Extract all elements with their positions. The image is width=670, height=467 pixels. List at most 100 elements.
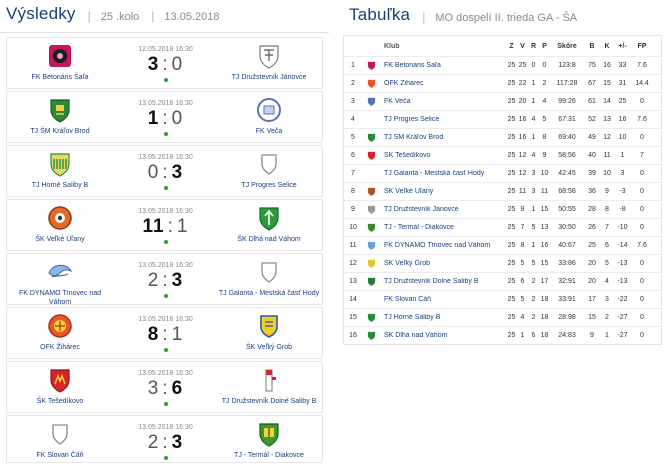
away-team[interactable]: FK Veča <box>216 94 322 136</box>
away-team-name[interactable]: ŠK Dlhá nad Váhom <box>237 236 301 243</box>
row-club[interactable]: TJ - Termál - Diakovce <box>384 224 454 231</box>
row-club[interactable]: TJ Progres Selice <box>384 116 440 123</box>
match-card[interactable]: ŠK Tešedíkovo 13.05.2018 16:30 3:6 TJ Dr… <box>6 361 323 413</box>
away-team[interactable]: ŠK Veľký Grob <box>216 310 322 352</box>
row-plusminus: -10 <box>617 224 628 231</box>
away-team[interactable]: TJ Družstevník Jánovce <box>216 40 322 82</box>
home-team[interactable]: FK DYNAMO Trnovec nad Váhom <box>7 256 113 307</box>
match-card[interactable]: FK Betonáris Šaľa 12.05.2018 16:30 3:0 T… <box>6 37 323 89</box>
row-club[interactable]: FK Veča <box>384 98 411 105</box>
home-team-name[interactable]: FK DYNAMO Trnovec nad Váhom <box>18 290 102 306</box>
match-card[interactable]: TJ Horné Saliby B 13.05.2018 16:30 0:3 T… <box>6 145 323 197</box>
row-club[interactable]: TJ Horné Saliby B <box>384 314 441 321</box>
match-score: 0:3 <box>113 162 218 184</box>
row-plusminus: -13 <box>617 260 628 267</box>
club-crest-icon <box>362 115 380 124</box>
match-card[interactable]: TJ ŠM Kráľov Brod 13.05.2018 16:30 1:0 F… <box>6 91 323 143</box>
table-header-row: Klub Z V R P Skóre B K +/- FP <box>344 36 661 56</box>
home-team[interactable]: FK Betonáris Šaľa <box>7 40 113 82</box>
row-club[interactable]: TJ Družstevník Jánovce <box>384 206 459 213</box>
row-club[interactable]: ŠK Dlhá nad Váhom <box>384 332 448 339</box>
velke-ulany-crest-icon <box>47 205 73 231</box>
home-team-name[interactable]: FK Betonáris Šaľa <box>31 74 89 81</box>
row-fp: 7.6 <box>637 62 647 69</box>
match-score: 11:1 <box>113 216 218 238</box>
home-team[interactable]: ŠK Tešedíkovo <box>7 364 113 406</box>
away-team[interactable]: TJ Družstevník Dolné Saliby B <box>216 364 322 406</box>
club-crest-icon <box>362 241 380 250</box>
row-draw: 1 <box>531 242 536 249</box>
home-team-name[interactable]: TJ Horné Saliby B <box>31 182 89 189</box>
away-team-name[interactable]: TJ Galanta - Mestská časť Hody <box>218 290 320 297</box>
row-club[interactable]: TJ Družstevník Dolné Saliby B <box>384 278 479 285</box>
table-row[interactable]: 13 TJ Družstevník Dolné Saliby B 25 6 2 … <box>344 272 661 290</box>
row-club[interactable]: TJ ŠM Kráľov Brod <box>384 134 444 141</box>
dynamo-crest-icon <box>47 259 73 285</box>
row-club[interactable]: FK Slovan Čáň <box>384 296 432 303</box>
away-team-name[interactable]: TJ - Termál - Diakovce <box>234 452 304 459</box>
table-row[interactable]: 14 FK Slovan Čáň 25 5 2 18 33:91 17 3 -2… <box>344 290 661 308</box>
away-team[interactable]: TJ - Termál - Diakovce <box>216 418 322 460</box>
match-score: 2:3 <box>113 432 218 454</box>
row-club[interactable]: ŠK Veľké Úľany <box>384 188 434 195</box>
row-club[interactable]: OFK Žihárec <box>384 80 424 87</box>
table-row[interactable]: 10 TJ - Termál - Diakovce 25 7 5 13 30:5… <box>344 218 661 236</box>
table-row[interactable]: 15 TJ Horné Saliby B 25 4 2 18 28:98 15 … <box>344 308 661 326</box>
home-team[interactable]: OFK Žihárec <box>7 310 113 352</box>
away-team[interactable]: TJ Galanta - Mestská časť Hody <box>216 256 322 298</box>
row-club[interactable]: ŠK Veľký Grob <box>384 260 431 267</box>
table-row[interactable]: 16 ŠK Dlhá nad Váhom 25 1 6 18 24:83 9 1… <box>344 326 661 344</box>
row-position: 16 <box>349 332 357 339</box>
away-team-name[interactable]: TJ Družstevník Dolné Saliby B <box>221 398 317 405</box>
row-draw: 2 <box>531 296 536 303</box>
table-row[interactable]: 9 TJ Družstevník Jánovce 25 9 1 15 50:55… <box>344 200 661 218</box>
row-lost: 8 <box>542 134 547 141</box>
home-team-name[interactable]: TJ ŠM Kráľov Brod <box>30 128 90 135</box>
table-row[interactable]: 12 ŠK Veľký Grob 25 5 5 15 33:86 20 5 -1… <box>344 254 661 272</box>
home-team-name[interactable]: ŠK Tešedíkovo <box>36 398 84 405</box>
club-crest-icon <box>362 151 380 160</box>
row-score: 33:86 <box>558 260 576 267</box>
home-team[interactable]: TJ Horné Saliby B <box>7 148 113 190</box>
table-row[interactable]: 2 OFK Žihárec 25 22 1 2 117:28 67 15 31 … <box>344 74 661 92</box>
row-club[interactable]: FK DYNAMO Trnovec nad Váhom <box>384 242 491 249</box>
away-goals: 0 <box>171 108 184 129</box>
home-team[interactable]: ŠK Veľké Úľany <box>7 202 113 244</box>
match-card[interactable]: FK Slovan Čáň 13.05.2018 16:30 2:3 TJ - … <box>6 415 323 463</box>
home-team[interactable]: TJ ŠM Kráľov Brod <box>7 94 113 136</box>
match-score: 2:3 <box>113 270 218 292</box>
row-position: 12 <box>349 260 357 267</box>
away-team[interactable]: ŠK Dlhá nad Váhom <box>216 202 322 244</box>
home-team-name[interactable]: ŠK Veľké Úľany <box>35 236 85 243</box>
home-team[interactable]: FK Slovan Čáň <box>7 418 113 460</box>
match-card[interactable]: OFK Žihárec 13.05.2018 16:30 8:1 ŠK Veľk… <box>6 307 323 359</box>
row-plusminus: 16 <box>618 116 627 123</box>
table-row[interactable]: 3 FK Veča 25 20 1 4 99:26 61 14 25 0 <box>344 92 661 110</box>
table-row[interactable]: 5 TJ ŠM Kráľov Brod 25 16 1 8 69:40 49 1… <box>344 128 661 146</box>
row-k: 8 <box>605 206 609 213</box>
away-team[interactable]: TJ Progres Selice <box>216 148 322 190</box>
row-won: 12 <box>518 170 527 177</box>
row-club[interactable]: FK Betonáris Šaľa <box>384 62 441 69</box>
table-row[interactable]: 4 TJ Progres Selice 25 16 4 5 67:31 52 1… <box>344 110 661 128</box>
home-team-name[interactable]: FK Slovan Čáň <box>36 452 84 459</box>
row-club[interactable]: ŠK Tešedíkovo <box>384 152 431 159</box>
home-team-name[interactable]: OFK Žihárec <box>40 344 80 351</box>
match-card[interactable]: ŠK Veľké Úľany 13.05.2018 16:30 11:1 ŠK … <box>6 199 323 251</box>
empty-shield-icon <box>256 151 282 177</box>
row-club[interactable]: TJ Galanta - Mestská časť Hody <box>384 170 485 177</box>
away-team-name[interactable]: TJ Progres Selice <box>241 182 297 189</box>
table-row[interactable]: 7 TJ Galanta - Mestská časť Hody 25 12 3… <box>344 164 661 182</box>
row-lost: 0 <box>542 62 547 69</box>
away-team-name[interactable]: ŠK Veľký Grob <box>245 344 292 351</box>
table-row[interactable]: 1 FK Betonáris Šaľa 25 25 0 0 123:8 75 1… <box>344 56 661 74</box>
table-row[interactable]: 11 FK DYNAMO Trnovec nad Váhom 25 8 1 16… <box>344 236 661 254</box>
row-k: 5 <box>605 260 609 267</box>
match-card[interactable]: FK DYNAMO Trnovec nad Váhom 13.05.2018 1… <box>6 253 323 307</box>
table-row[interactable]: 6 ŠK Tešedíkovo 25 12 4 9 58:56 40 11 1 … <box>344 146 661 164</box>
away-team-name[interactable]: FK Veča <box>255 128 283 135</box>
table-row[interactable]: 8 ŠK Veľké Úľany 25 11 3 11 68:58 36 9 -… <box>344 182 661 200</box>
away-team-name[interactable]: TJ Družstevník Jánovce <box>231 74 307 81</box>
finished-status-dot <box>163 456 168 460</box>
score-separator: : <box>162 324 169 345</box>
